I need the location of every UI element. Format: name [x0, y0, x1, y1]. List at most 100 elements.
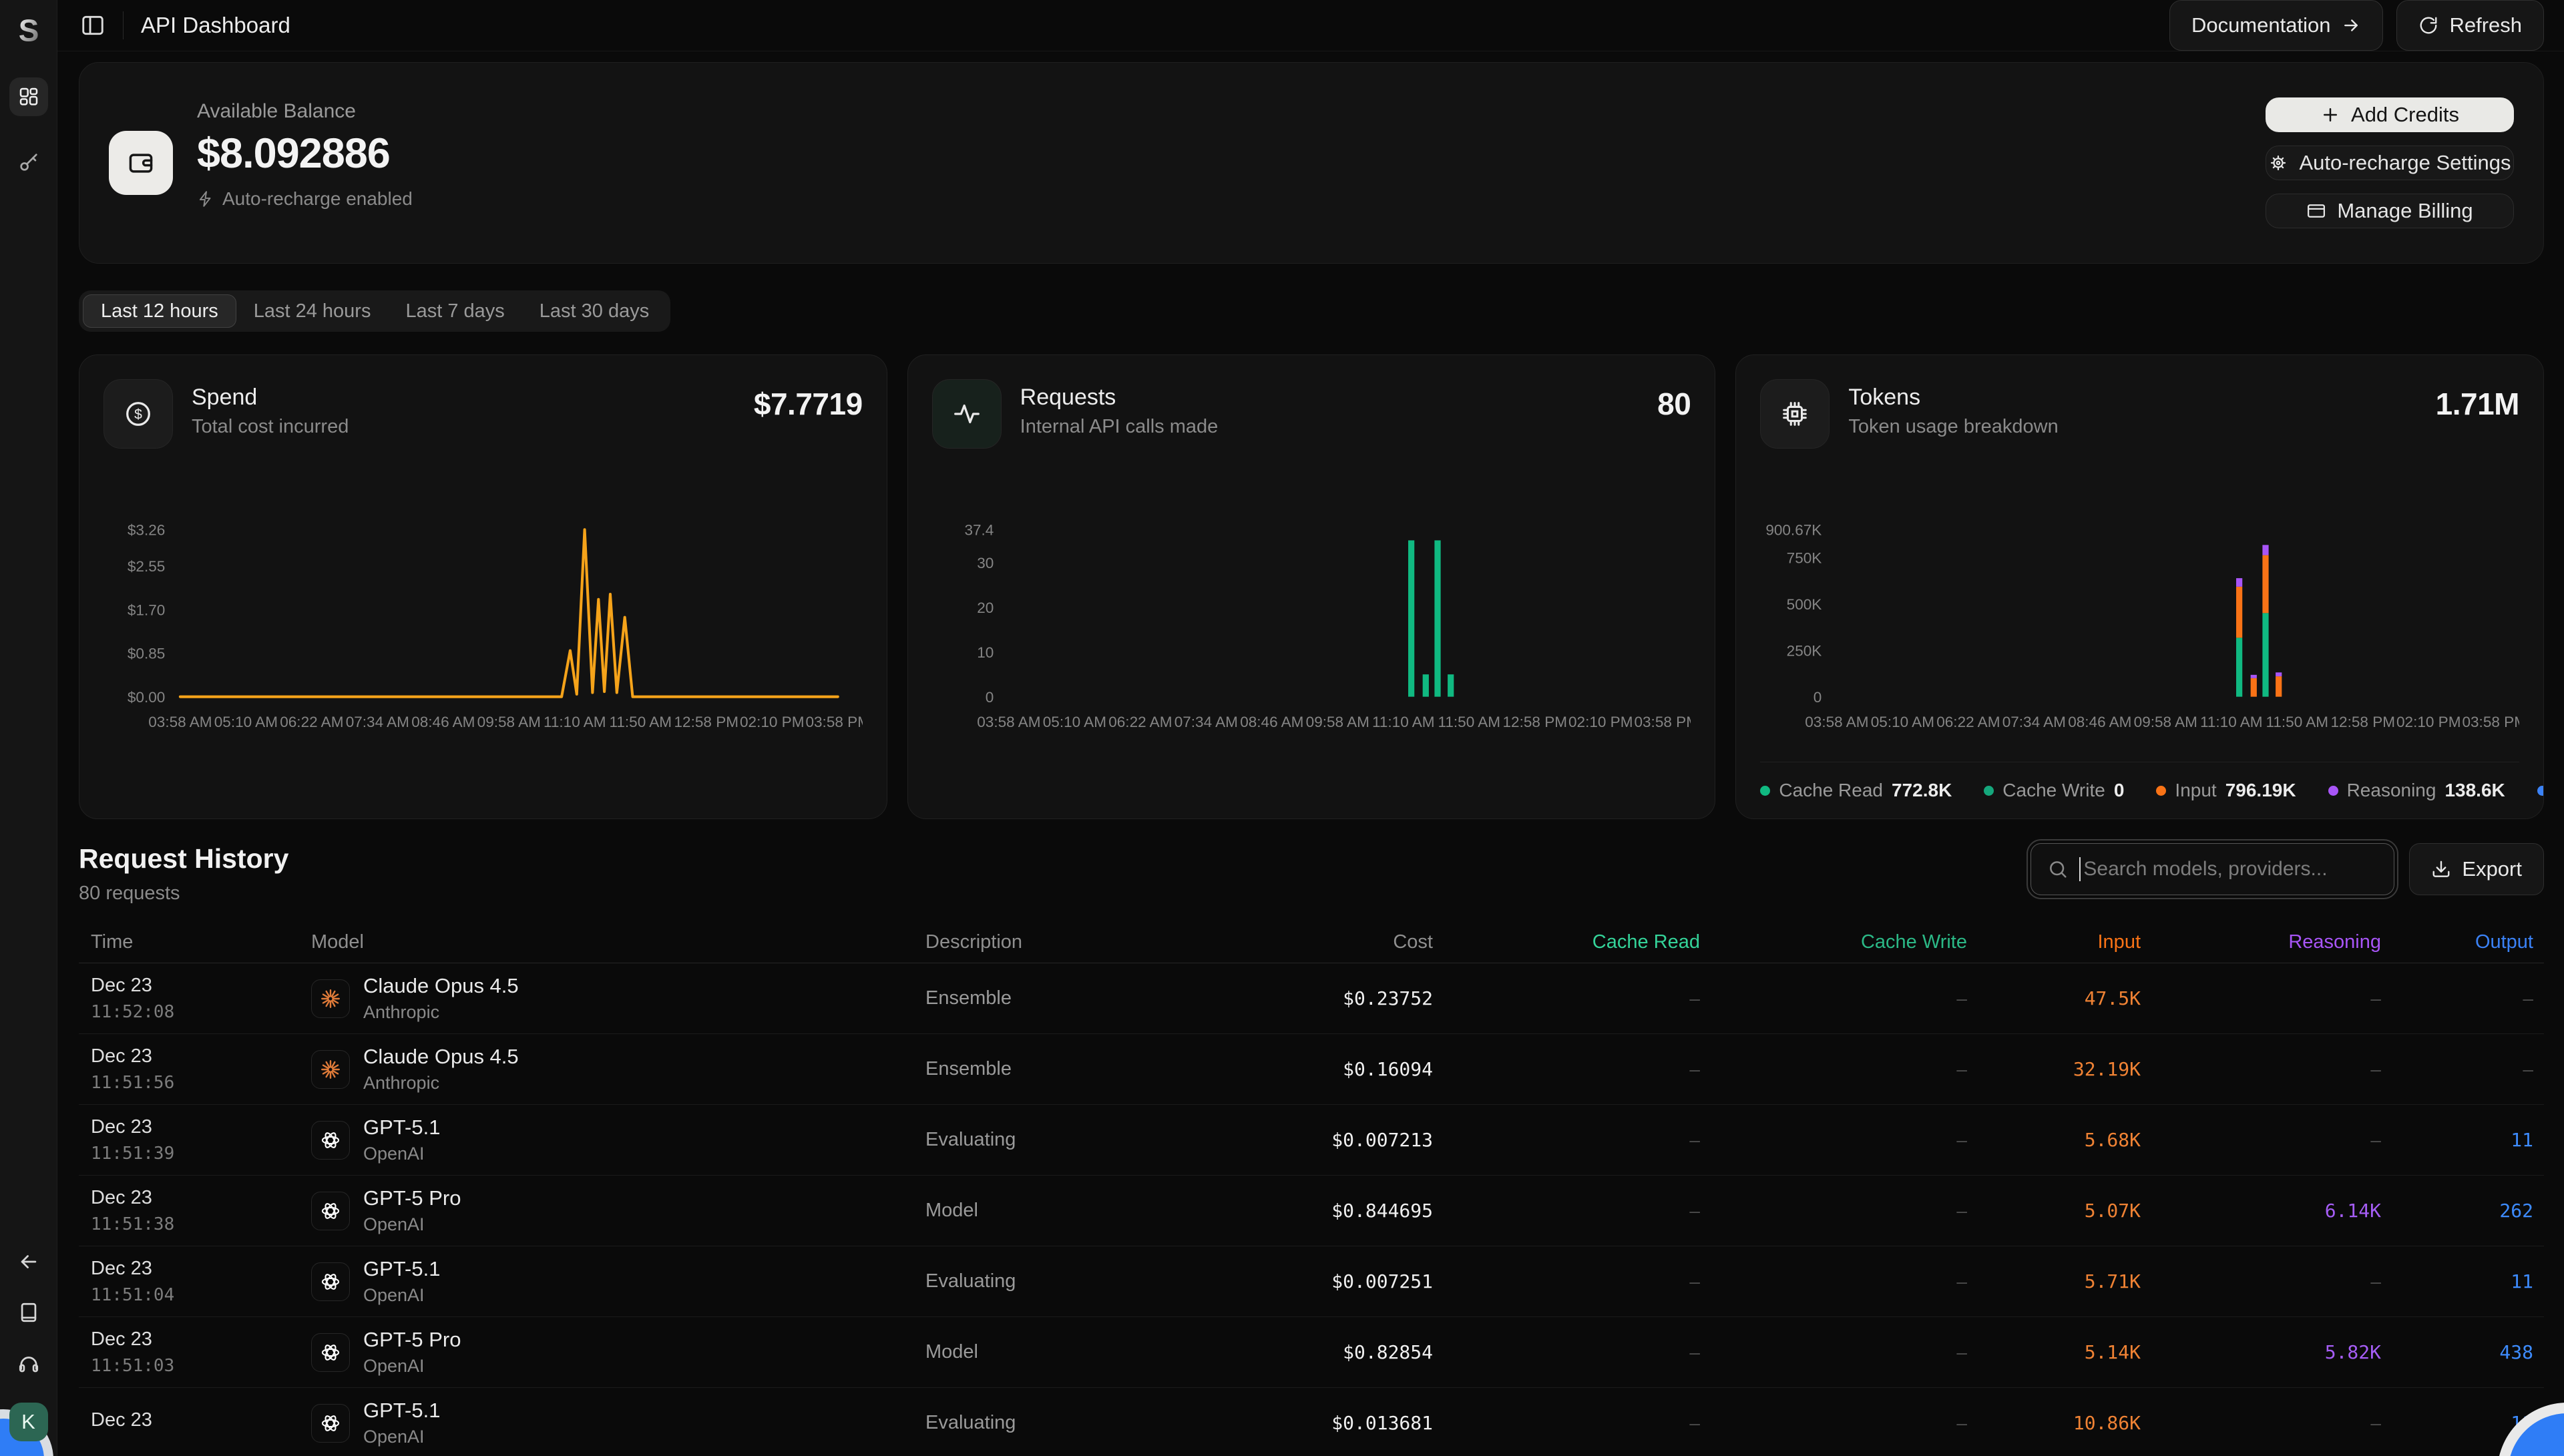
- table-row[interactable]: Dec 2311:51:03 GPT-5 ProOpenAIModel$0.82…: [79, 1317, 2544, 1388]
- table-row[interactable]: Dec 2311:51:04 GPT-5.1OpenAIEvaluating$0…: [79, 1246, 2544, 1317]
- cell-cache_read: –: [1433, 1200, 1700, 1222]
- cell-input: 5.07K: [1967, 1200, 2141, 1222]
- sidebar-item-dashboard[interactable]: [9, 77, 48, 116]
- sidebar-item-support[interactable]: [17, 1352, 40, 1375]
- cell-description: Evaluating: [925, 1129, 1293, 1151]
- svg-text:06:22 AM: 06:22 AM: [1108, 714, 1172, 730]
- search-icon: [2047, 859, 2069, 880]
- svg-text:02:10 PM: 02:10 PM: [1568, 714, 1633, 730]
- cell-cost: $0.82854: [1293, 1341, 1433, 1363]
- svg-text:06:22 AM: 06:22 AM: [1937, 714, 2000, 730]
- cell-input: 5.14K: [1967, 1341, 2141, 1363]
- cell-model: GPT-5 ProOpenAI: [311, 1186, 925, 1235]
- time-range-tab[interactable]: Last 30 days: [522, 294, 666, 328]
- download-icon: [2431, 859, 2451, 879]
- app-logo[interactable]: S: [9, 12, 48, 51]
- table-row[interactable]: Dec 2311:51:39 GPT-5.1OpenAIEvaluating$0…: [79, 1105, 2544, 1176]
- tokens-icon-tile: [1760, 379, 1830, 449]
- requests-title: Requests: [1020, 385, 1219, 411]
- documentation-button[interactable]: Documentation: [2169, 0, 2384, 51]
- requests-value: 80: [1657, 379, 1691, 422]
- legend-value: 796.19K: [2225, 780, 2296, 801]
- svg-text:07:34 AM: 07:34 AM: [2002, 714, 2066, 730]
- svg-text:$0.00: $0.00: [128, 689, 165, 706]
- legend-dot-icon: [1984, 786, 1994, 796]
- svg-text:20: 20: [977, 599, 994, 616]
- cell-cost: $0.007213: [1293, 1129, 1433, 1151]
- table-row[interactable]: Dec 23 GPT-5.1OpenAIEvaluating$0.013681–…: [79, 1388, 2544, 1456]
- column-header-cache-read: Cache Read: [1433, 931, 1700, 953]
- legend-item: Cache Read772.8K: [1760, 780, 1952, 801]
- svg-text:$1.70: $1.70: [128, 601, 165, 618]
- key-icon: [17, 151, 40, 174]
- search-box[interactable]: [2031, 843, 2394, 895]
- svg-text:11:50 AM: 11:50 AM: [609, 714, 672, 730]
- legend-item: Cache Write0: [1984, 780, 2124, 801]
- sidebar-item-docs[interactable]: [17, 1301, 40, 1324]
- toggle-sidebar-button[interactable]: [80, 13, 105, 38]
- refresh-button[interactable]: Refresh: [2396, 0, 2544, 51]
- legend-value: 138.6K: [2444, 780, 2505, 801]
- svg-text:03:58 PM: 03:58 PM: [2463, 714, 2519, 730]
- svg-text:07:34 AM: 07:34 AM: [1174, 714, 1237, 730]
- svg-text:12:58 PM: 12:58 PM: [674, 714, 739, 730]
- legend-dot-icon: [2537, 786, 2544, 796]
- svg-text:$: $: [134, 407, 142, 423]
- sidebar-item-api-keys[interactable]: [9, 143, 48, 182]
- svg-text:03:58 AM: 03:58 AM: [148, 714, 212, 730]
- collapse-sidebar-button[interactable]: [17, 1250, 40, 1273]
- balance-label: Available Balance: [197, 100, 413, 123]
- cell-input: 10.86K: [1967, 1412, 2141, 1434]
- cell-output: 11: [2381, 1270, 2533, 1292]
- cell-input: 47.5K: [1967, 987, 2141, 1009]
- request-table: TimeModelDescriptionCostCache ReadCache …: [79, 922, 2544, 1456]
- arrow-right-icon: [2341, 15, 2361, 35]
- panel-left-icon: [80, 13, 105, 38]
- table-row[interactable]: Dec 2311:52:08 Claude Opus 4.5AnthropicE…: [79, 963, 2544, 1034]
- cell-cache_write: –: [1700, 1342, 1967, 1363]
- table-row[interactable]: Dec 2311:51:56 Claude Opus 4.5AnthropicE…: [79, 1034, 2544, 1105]
- wallet-icon: [126, 148, 156, 178]
- time-range-tabs: Last 12 hoursLast 24 hoursLast 7 daysLas…: [79, 290, 670, 332]
- spend-chart-wrap: $3.26$2.55$1.70$0.85$0.0003:58 AM05:10 A…: [103, 494, 863, 752]
- refresh-icon: [2418, 15, 2438, 35]
- svg-text:500K: 500K: [1787, 596, 1822, 613]
- time-range-tab[interactable]: Last 12 hours: [83, 294, 236, 328]
- table-row[interactable]: Dec 2311:51:38 GPT-5 ProOpenAIModel$0.84…: [79, 1176, 2544, 1246]
- history-title: Request History: [79, 843, 288, 875]
- refresh-label: Refresh: [2449, 13, 2522, 37]
- spend-subtitle: Total cost incurred: [192, 416, 349, 438]
- cell-cost: $0.23752: [1293, 987, 1433, 1009]
- time-range-tab[interactable]: Last 7 days: [388, 294, 521, 328]
- balance-card: Available Balance $8.092886 Auto-recharg…: [79, 62, 2544, 264]
- cell-model: Claude Opus 4.5Anthropic: [311, 974, 925, 1023]
- activity-pulse-icon: [951, 399, 982, 429]
- manage-billing-button[interactable]: Manage Billing: [2266, 194, 2514, 228]
- column-header-input: Input: [1967, 931, 2141, 953]
- tokens-title: Tokens: [1848, 385, 2058, 411]
- spend-title: Spend: [192, 385, 349, 411]
- auto-recharge-settings-label: Auto-recharge Settings: [2299, 151, 2511, 175]
- cell-output: 438: [2381, 1341, 2533, 1363]
- cell-time: Dec 2311:51:38: [91, 1187, 311, 1234]
- svg-text:$0.85: $0.85: [128, 646, 165, 662]
- cell-input: 5.71K: [1967, 1270, 2141, 1292]
- add-credits-button[interactable]: Add Credits: [2266, 97, 2514, 132]
- cell-model: GPT-5.1OpenAI: [311, 1116, 925, 1164]
- svg-text:05:10 AM: 05:10 AM: [1042, 714, 1106, 730]
- cell-reasoning: –: [2141, 988, 2381, 1009]
- svg-text:12:58 PM: 12:58 PM: [2331, 714, 2396, 730]
- spend-value: $7.7719: [754, 379, 863, 422]
- search-input[interactable]: [2083, 858, 2378, 881]
- legend-label: Cache Write: [2002, 780, 2105, 801]
- user-avatar[interactable]: K: [9, 1403, 48, 1441]
- auto-recharge-settings-button[interactable]: Auto-recharge Settings: [2266, 146, 2514, 180]
- cell-cache_write: –: [1700, 1059, 1967, 1080]
- time-range-tab[interactable]: Last 24 hours: [236, 294, 389, 328]
- svg-text:05:10 AM: 05:10 AM: [1871, 714, 1934, 730]
- dashboard-grid-icon: [18, 86, 39, 107]
- cell-reasoning: 5.82K: [2141, 1341, 2381, 1363]
- svg-text:02:10 PM: 02:10 PM: [740, 714, 805, 730]
- openai-logo-icon: [311, 1404, 350, 1443]
- export-button[interactable]: Export: [2409, 843, 2544, 895]
